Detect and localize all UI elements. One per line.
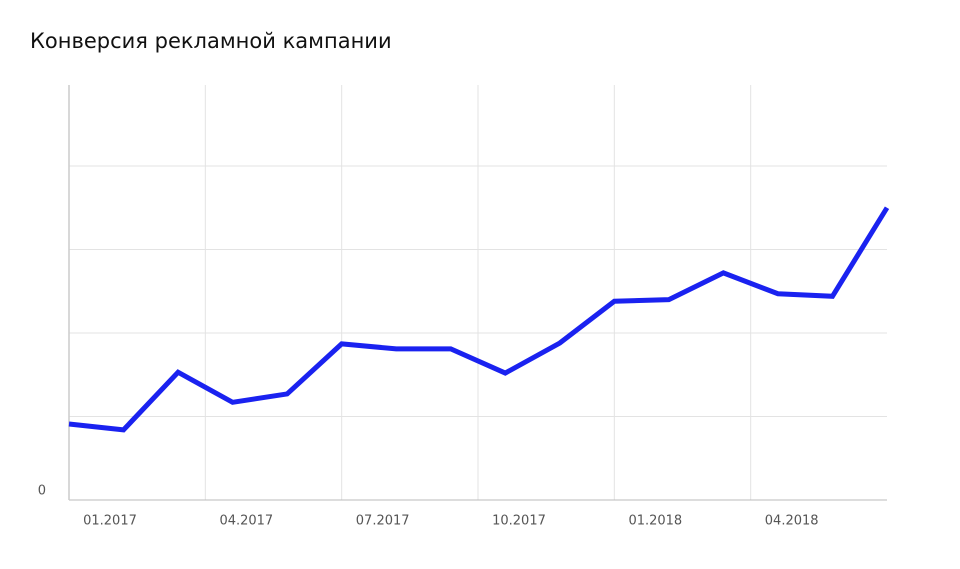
x-tick-label: 10.2017 (492, 514, 546, 529)
x-tick-label: 07.2017 (356, 514, 410, 529)
x-tick-label: 04.2018 (765, 514, 819, 529)
x-tick-label: 01.2018 (628, 514, 682, 529)
x-tick-label: 01.2017 (83, 514, 137, 529)
data-line (68, 206, 890, 433)
chart-title: Конверсия рекламной кампании (30, 29, 392, 53)
y-tick-label: 0 (38, 484, 46, 499)
x-tick-label: 04.2017 (219, 514, 273, 529)
